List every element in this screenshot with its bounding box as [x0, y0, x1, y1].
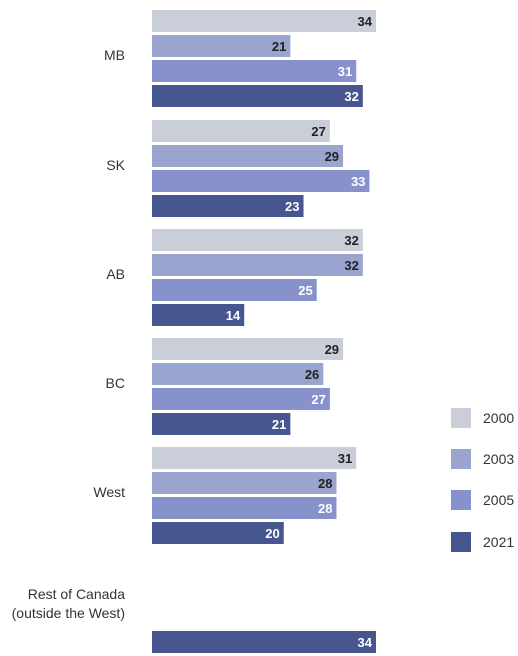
bar-value-label: 25 — [298, 283, 312, 298]
bar-ab-2000 — [152, 229, 363, 251]
bar-value-label: 32 — [344, 233, 358, 248]
bar-value-label: 32 — [344, 89, 358, 104]
legend-swatch-2005 — [451, 490, 471, 510]
legend-swatch-2021 — [451, 532, 471, 552]
bar-west-2005 — [152, 497, 337, 519]
bar-value-label: 28 — [318, 476, 332, 491]
bar-mb-2000 — [152, 10, 376, 32]
legend-label-2003: 2003 — [483, 451, 514, 467]
bar-value-label: 34 — [358, 14, 373, 29]
legend-swatch-2003 — [451, 449, 471, 469]
bar-value-label: 14 — [226, 308, 241, 323]
category-label: SK — [106, 157, 125, 173]
category-label-line: Rest of Canada — [28, 586, 125, 602]
bar-value-label: 21 — [272, 417, 286, 432]
bar-sk-2003 — [152, 145, 344, 167]
bars-group: 3421313227293323323225142926272131282820… — [152, 10, 376, 653]
category-label-line: (outside the West) — [12, 605, 125, 621]
bar-bc-2003 — [152, 363, 324, 385]
bar-value-label: 26 — [305, 367, 319, 382]
bar-value-label: 27 — [311, 124, 325, 139]
category-label: AB — [106, 266, 125, 282]
bar-value-label: 34 — [358, 635, 373, 650]
category-label: BC — [106, 375, 125, 391]
bar-sk-2005 — [152, 170, 370, 192]
bar-value-label: 27 — [311, 392, 325, 407]
bar-value-label: 28 — [318, 501, 332, 516]
bar-sk-2021 — [152, 195, 304, 217]
bar-west-2021 — [152, 522, 284, 544]
legend-label-2005: 2005 — [483, 492, 514, 508]
bar-ab-2021 — [152, 304, 245, 326]
bar-value-label: 20 — [265, 526, 279, 541]
bar-value-label: 29 — [325, 342, 339, 357]
legend-label-2021: 2021 — [483, 534, 514, 550]
bar-bc-2005 — [152, 388, 330, 410]
category-label: West — [93, 484, 125, 500]
bar-west-2003 — [152, 472, 337, 494]
bar-ab-2003 — [152, 254, 363, 276]
bar-value-label: 31 — [338, 451, 352, 466]
category-labels: MB SK AB BC West Rest of Canada (outside the W… — [12, 47, 126, 621]
bar-value-label: 33 — [351, 174, 365, 189]
bar-mb-2021 — [152, 85, 363, 107]
bar-mb-2003 — [152, 35, 291, 57]
legend-swatch-2000 — [451, 408, 471, 428]
category-label: MB — [104, 47, 125, 63]
bar-ab-2005 — [152, 279, 317, 301]
category-label: Rest of Canada (outside the West) — [12, 586, 126, 621]
bar-value-label: 29 — [325, 149, 339, 164]
bar-mb-2005 — [152, 60, 357, 82]
bar-value-label: 21 — [272, 39, 286, 54]
legend: 2000 2003 2005 2021 — [451, 408, 514, 552]
bar-value-label: 31 — [338, 64, 352, 79]
bar-sk-2000 — [152, 120, 330, 142]
bar-west-2000 — [152, 447, 357, 469]
bar-bc-2000 — [152, 338, 344, 360]
bar-value-label: 32 — [344, 258, 358, 273]
bar-value-label: 23 — [285, 199, 299, 214]
legend-label-2000: 2000 — [483, 410, 514, 426]
bar-bc-2021 — [152, 413, 291, 435]
bar-rest-of-canada-outside-the-west-2021 — [152, 631, 376, 653]
